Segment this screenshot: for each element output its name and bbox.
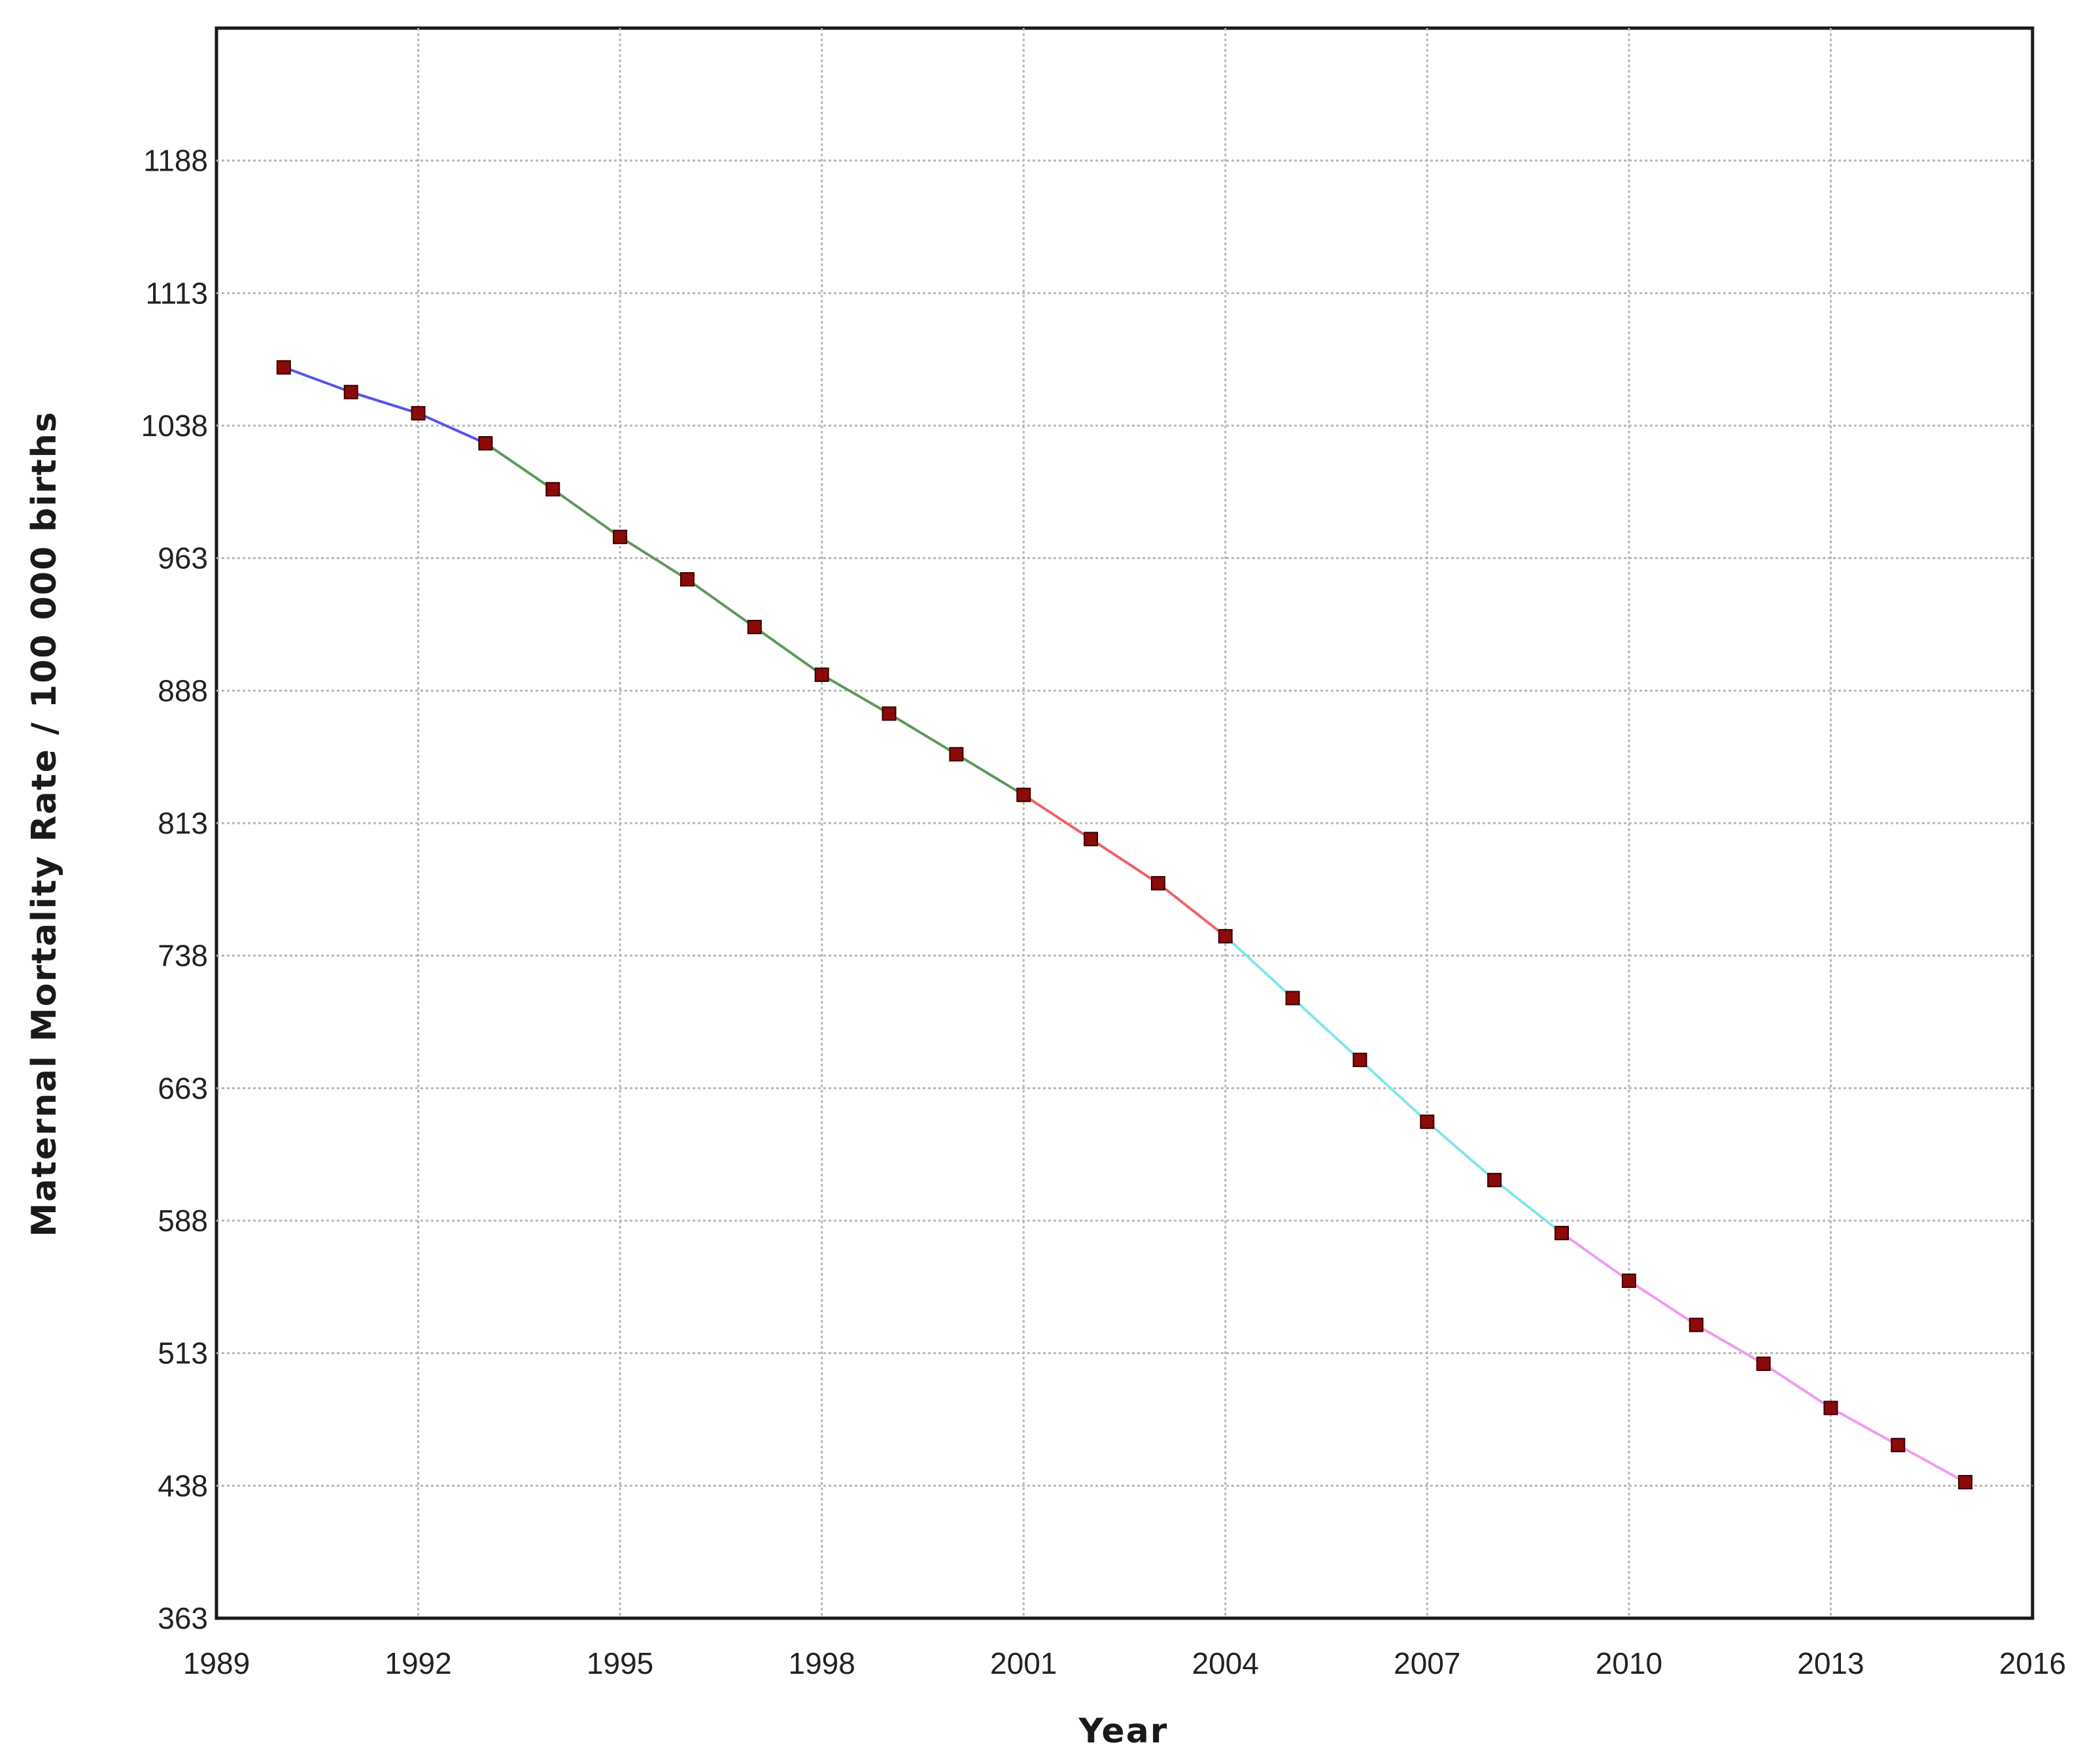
- y-tick-label: 888: [158, 673, 208, 707]
- y-tick-label: 813: [158, 806, 208, 840]
- x-tick-label: 1998: [788, 1646, 855, 1680]
- data-point-1998: [814, 668, 829, 683]
- data-point-1993: [478, 436, 493, 451]
- data-point-2005: [1285, 991, 1300, 1006]
- series-segment-1: [283, 365, 487, 445]
- data-point-1990: [276, 360, 291, 375]
- data-point-1997: [747, 620, 762, 635]
- y-tick-label: 963: [158, 541, 208, 575]
- x-tick-label: 1992: [385, 1646, 451, 1680]
- y-tick-label: 663: [158, 1071, 208, 1105]
- data-point-2007: [1420, 1114, 1435, 1129]
- data-point-1991: [343, 384, 358, 399]
- data-point-2014: [1891, 1438, 1906, 1453]
- series-segment-4: [1224, 935, 1563, 1234]
- y-tick-label: 1113: [145, 276, 208, 310]
- data-point-2004: [1218, 928, 1233, 943]
- y-tick-label: 738: [158, 939, 208, 973]
- y-axis-label: Maternal Mortality Rate / 100 000 births: [25, 411, 64, 1236]
- grid: [216, 28, 2033, 1618]
- y-tick-label: 588: [158, 1204, 208, 1238]
- x-tick-label: 2004: [1192, 1646, 1259, 1680]
- x-tick-label: 2001: [990, 1646, 1057, 1680]
- data-point-2009: [1554, 1225, 1570, 1240]
- data-point-2008: [1487, 1172, 1502, 1187]
- series-markers: [276, 360, 1973, 1489]
- x-tick-label: 2016: [1999, 1646, 2066, 1680]
- series-segment-3: [1023, 794, 1227, 938]
- x-tick-label: 2010: [1596, 1646, 1662, 1680]
- data-point-2001: [1016, 787, 1031, 802]
- data-point-2003: [1150, 875, 1165, 890]
- x-tick-label: 2007: [1394, 1646, 1460, 1680]
- data-point-2010: [1621, 1273, 1636, 1288]
- x-tick-label: 1989: [183, 1646, 250, 1680]
- data-point-1995: [613, 530, 628, 545]
- data-point-2006: [1352, 1053, 1367, 1068]
- data-point-1999: [882, 706, 897, 721]
- x-tick-label: 2013: [1797, 1646, 1864, 1680]
- x-tick-labels: 1989 1992 1995 1998 2001 2004 2007 2010 2013 2016: [183, 1646, 2066, 1680]
- data-point-2015: [1958, 1474, 1973, 1489]
- y-tick-label: 1188: [143, 144, 208, 178]
- y-tick-label: 1038: [141, 409, 208, 443]
- x-axis-label: Year: [1078, 1712, 1169, 1751]
- y-tick-label: 363: [158, 1601, 208, 1635]
- y-tick-label: 438: [158, 1468, 208, 1502]
- data-point-1992: [411, 406, 426, 421]
- y-tick-label: 513: [158, 1336, 208, 1370]
- x-tick-label: 1995: [587, 1646, 653, 1680]
- data-point-2011: [1689, 1317, 1704, 1332]
- y-tick-labels: 363 438 513 588 663 738 813 888 963 1038 1113 1188: [141, 144, 208, 1635]
- data-point-1994: [545, 482, 560, 497]
- data-point-2012: [1756, 1356, 1771, 1371]
- data-point-2013: [1823, 1400, 1838, 1416]
- data-point-1996: [679, 572, 695, 587]
- data-point-2002: [1084, 832, 1099, 847]
- data-point-2000: [949, 747, 964, 762]
